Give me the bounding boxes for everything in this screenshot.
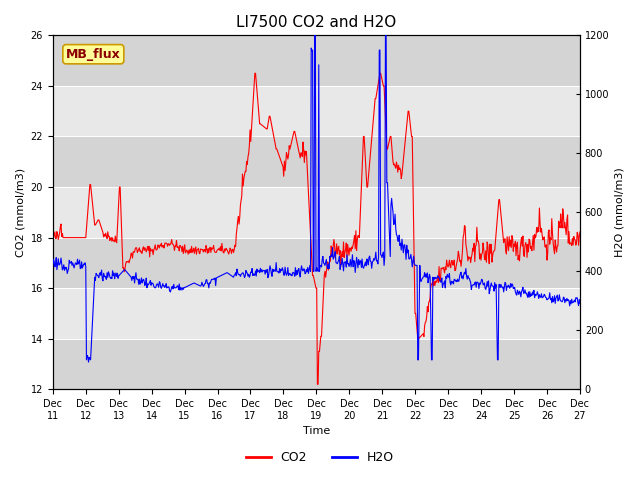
Title: LI7500 CO2 and H2O: LI7500 CO2 and H2O: [236, 15, 397, 30]
Bar: [52, 136, 580, 187]
Legend: CO2, H2O: CO2, H2O: [241, 446, 399, 469]
Bar: [52, 36, 580, 86]
Y-axis label: H2O (mmol/m3): H2O (mmol/m3): [615, 168, 625, 257]
Bar: [52, 339, 580, 389]
Text: MB_flux: MB_flux: [66, 48, 121, 61]
Bar: [52, 238, 580, 288]
X-axis label: Time: Time: [303, 426, 330, 436]
Y-axis label: CO2 (mmol/m3): CO2 (mmol/m3): [15, 168, 25, 257]
